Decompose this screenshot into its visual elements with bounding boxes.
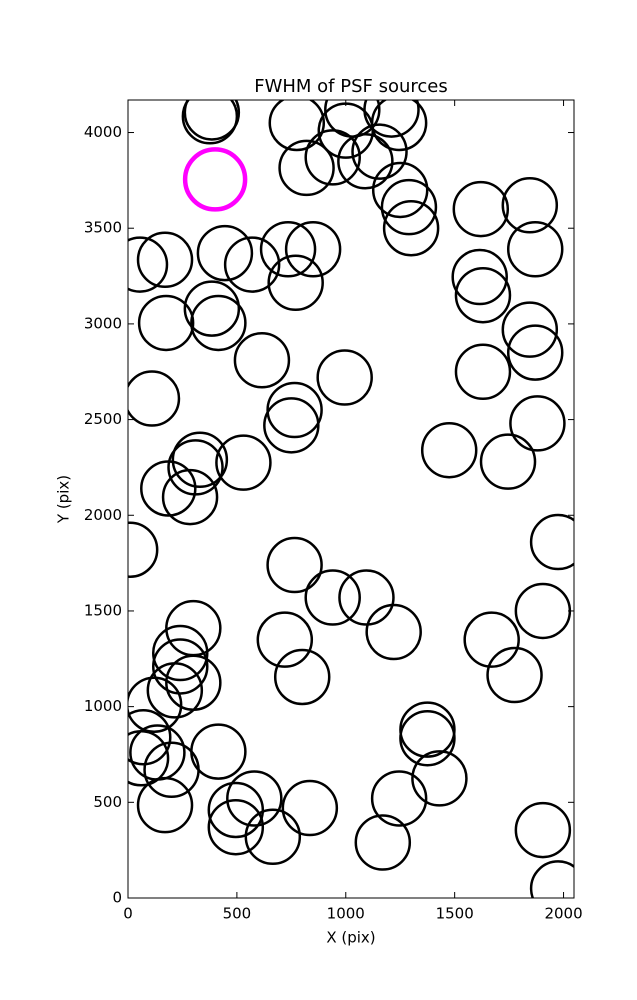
source-circle bbox=[171, 431, 229, 489]
source-circle bbox=[304, 569, 361, 626]
source-circle bbox=[207, 781, 265, 839]
source-circle bbox=[182, 147, 248, 212]
source-circle bbox=[183, 100, 241, 141]
source-circle bbox=[284, 221, 342, 278]
source-circle bbox=[463, 611, 520, 668]
source-circle bbox=[316, 349, 373, 406]
source-circle bbox=[452, 180, 510, 238]
source-circle bbox=[354, 814, 412, 871]
source-circle bbox=[181, 100, 239, 145]
source-circle bbox=[215, 434, 272, 491]
source-circle bbox=[128, 709, 172, 766]
source-circle bbox=[420, 421, 478, 479]
y-tick-label: 4000 bbox=[84, 123, 122, 141]
source-circle bbox=[338, 569, 395, 626]
source-circle bbox=[278, 139, 335, 197]
source-circle bbox=[128, 521, 159, 578]
source-circle bbox=[128, 370, 181, 427]
source-circle bbox=[304, 129, 361, 186]
y-tick-label: 0 bbox=[112, 889, 122, 907]
source-circle bbox=[506, 324, 564, 381]
source-circle bbox=[223, 236, 281, 293]
source-circle bbox=[486, 646, 543, 704]
x-tick-label: 1000 bbox=[327, 905, 365, 923]
source-circle bbox=[501, 177, 559, 234]
source-circle bbox=[529, 513, 574, 571]
source-circle bbox=[451, 248, 508, 306]
source-circle bbox=[371, 161, 429, 219]
x-tick-label: 2000 bbox=[544, 905, 582, 923]
x-tick-label: 500 bbox=[223, 905, 252, 923]
source-circle bbox=[128, 730, 170, 787]
source-circle bbox=[263, 397, 320, 454]
y-tick-label: 1000 bbox=[84, 697, 122, 715]
markers bbox=[128, 100, 574, 898]
source-circle bbox=[399, 709, 456, 767]
y-tick-label: 2000 bbox=[84, 506, 122, 524]
source-circle bbox=[273, 648, 331, 706]
source-circle bbox=[509, 395, 566, 452]
y-axis-label: Y (pix) bbox=[55, 475, 73, 524]
x-tick-label: 0 bbox=[123, 905, 133, 923]
x-tick-label: 1500 bbox=[436, 905, 474, 923]
source-circle bbox=[351, 123, 408, 180]
source-circle bbox=[196, 224, 254, 282]
source-circle bbox=[268, 100, 326, 152]
source-circle bbox=[479, 433, 537, 490]
source-circle bbox=[514, 801, 572, 859]
source-circle bbox=[363, 100, 420, 138]
x-axis-label: X (pix) bbox=[326, 929, 375, 947]
source-circle bbox=[128, 236, 169, 293]
source-circle bbox=[267, 254, 324, 312]
source-circle bbox=[152, 638, 209, 695]
source-circle bbox=[281, 779, 339, 837]
source-circle bbox=[190, 723, 247, 780]
source-circle bbox=[529, 860, 574, 898]
source-circle bbox=[207, 798, 265, 856]
y-tick-label: 3000 bbox=[84, 314, 122, 332]
source-circle bbox=[226, 770, 283, 827]
source-circle bbox=[370, 770, 428, 827]
source-circle bbox=[140, 460, 197, 517]
source-circle bbox=[190, 294, 247, 352]
source-circle bbox=[454, 266, 512, 324]
source-circle bbox=[382, 199, 440, 257]
source-circle bbox=[136, 776, 194, 834]
source-circle bbox=[161, 468, 219, 526]
y-tick-label: 3500 bbox=[84, 219, 122, 237]
source-circle bbox=[370, 100, 428, 152]
source-circle bbox=[152, 624, 209, 682]
y-tick-label: 1500 bbox=[84, 601, 122, 619]
source-circle bbox=[454, 343, 512, 400]
source-circle bbox=[501, 301, 559, 358]
y-tick-label: 500 bbox=[93, 793, 122, 811]
source-circle bbox=[128, 676, 183, 733]
source-circle bbox=[146, 662, 204, 719]
source-circle bbox=[137, 294, 195, 352]
source-circle bbox=[233, 332, 291, 389]
source-circle bbox=[337, 132, 394, 190]
source-circle bbox=[244, 808, 302, 866]
source-circle bbox=[266, 536, 323, 594]
source-circle bbox=[256, 611, 314, 668]
source-circle bbox=[506, 221, 564, 278]
source-circle bbox=[136, 231, 194, 289]
source-circle bbox=[183, 280, 241, 337]
plot-frame bbox=[127, 99, 575, 899]
source-circle bbox=[399, 701, 456, 758]
y-tick-label: 2500 bbox=[84, 410, 122, 428]
source-circle bbox=[411, 750, 468, 807]
source-circle bbox=[380, 178, 438, 236]
source-circle bbox=[259, 221, 317, 278]
chart-title: FWHM of PSF sources bbox=[254, 76, 448, 97]
